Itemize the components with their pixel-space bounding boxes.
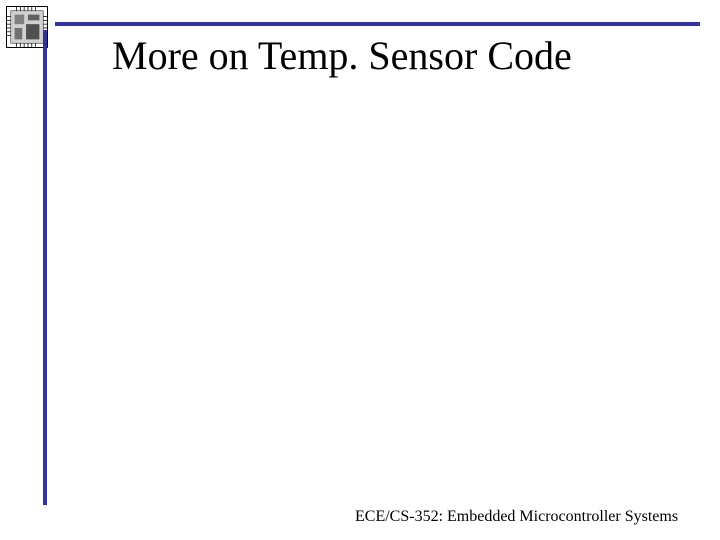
- border-left-line: [43, 30, 47, 505]
- border-top-line: [55, 22, 700, 26]
- slide-container: More on Temp. Sensor Code ECE/CS-352: Em…: [0, 0, 720, 540]
- chip-icon: [6, 6, 48, 48]
- slide-footer: ECE/CS-352: Embedded Microcontroller Sys…: [355, 508, 678, 526]
- slide-title: More on Temp. Sensor Code: [112, 32, 572, 79]
